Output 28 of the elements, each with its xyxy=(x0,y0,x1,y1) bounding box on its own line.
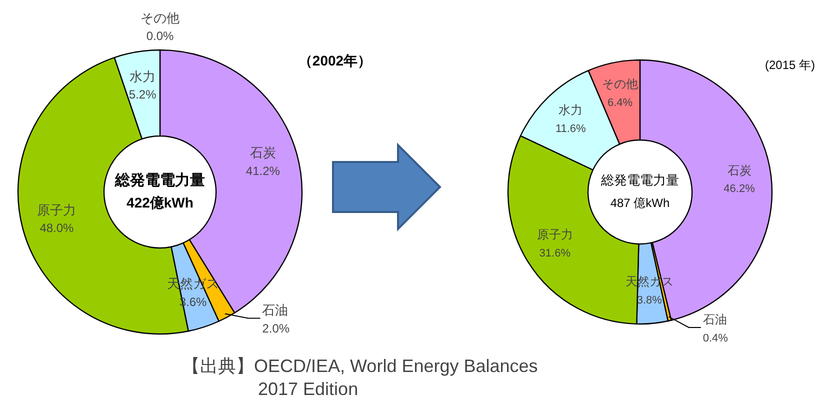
data-label: 11.6% xyxy=(555,122,586,135)
slice-label: 石炭 xyxy=(250,145,276,160)
data-label: 2.0% xyxy=(262,321,290,336)
chart-title: (2015 年) xyxy=(764,58,816,72)
data-label: 6.4% xyxy=(607,96,633,109)
slice-label: 石炭 xyxy=(727,163,752,178)
text: 総発電電力量 xyxy=(114,172,205,189)
text: 2017 Edition xyxy=(258,378,358,399)
text: 総発電電力量 xyxy=(600,172,679,188)
slice-label: 水力 xyxy=(130,68,156,84)
data-label: 5.2% xyxy=(128,88,157,102)
slice-label: 水力 xyxy=(558,103,583,118)
slice-label: 原子力 xyxy=(37,202,76,218)
category-label: その他 xyxy=(140,10,180,26)
text: 0.0% xyxy=(146,29,174,44)
data-label: 48.0% xyxy=(40,221,74,236)
text: （2002年） xyxy=(298,52,372,69)
slice-label: その他 xyxy=(602,77,638,92)
data-label: 46.2% xyxy=(724,182,756,195)
data-label: 31.6% xyxy=(539,247,571,260)
text: 【出典】OECD/IEA, World Energy Balances xyxy=(182,356,538,376)
text: 422億kWh xyxy=(126,194,194,211)
slice-label: 石油 xyxy=(702,312,727,327)
text: 487 億kWh xyxy=(610,196,670,210)
slice-label: 原子力 xyxy=(536,228,573,242)
data-label: 41.2% xyxy=(246,164,280,178)
slice-label: 石油 xyxy=(262,302,288,318)
data-label: 0.4% xyxy=(702,332,728,344)
